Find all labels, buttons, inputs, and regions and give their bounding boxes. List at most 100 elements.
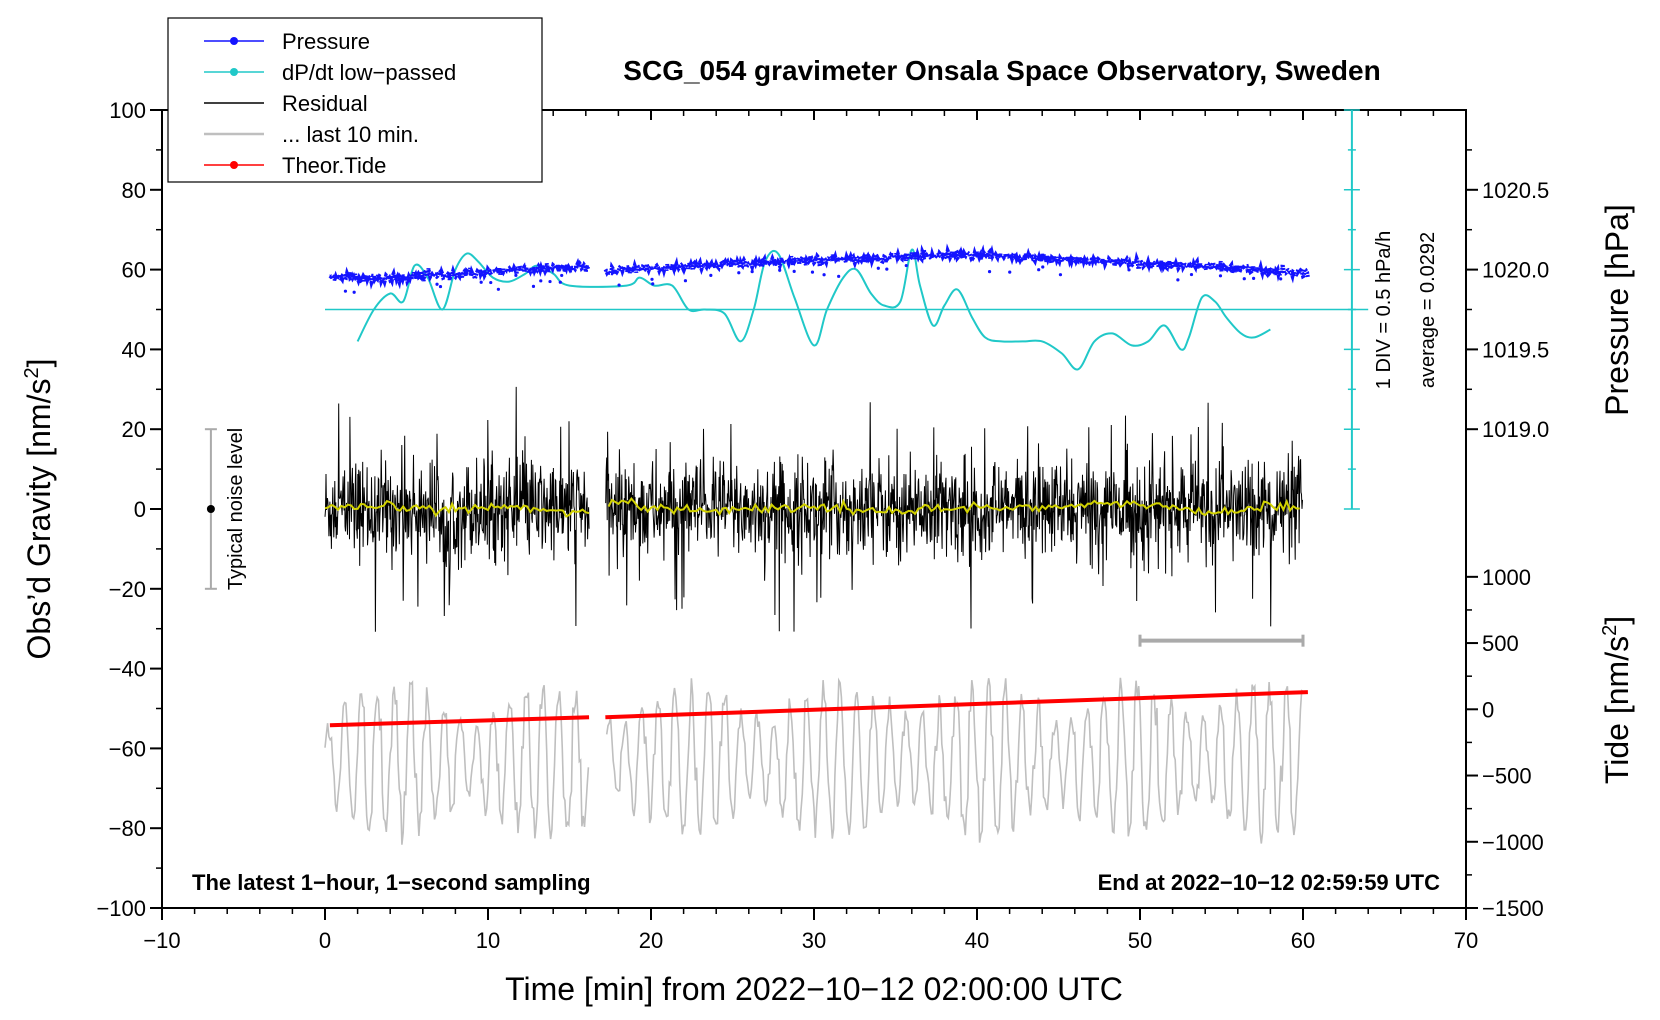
pressure-point bbox=[904, 263, 908, 268]
tide-tick-label: 1000 bbox=[1482, 565, 1531, 590]
pressure-point bbox=[683, 279, 688, 283]
pressure-point bbox=[496, 287, 500, 291]
pressure-point bbox=[987, 270, 992, 274]
pressure-point bbox=[709, 273, 713, 277]
pressure-point bbox=[617, 283, 621, 287]
pressure-tick-label: 1020.0 bbox=[1482, 258, 1549, 283]
tide-tick-label: −1500 bbox=[1482, 896, 1544, 921]
pressure-point bbox=[489, 280, 493, 285]
pressure-point bbox=[650, 277, 654, 281]
noise-level-label: Typical noise level bbox=[225, 428, 247, 590]
pressure-point bbox=[558, 280, 562, 284]
pressure-point bbox=[1008, 270, 1012, 274]
pressure-point bbox=[885, 267, 889, 271]
dpdt-series bbox=[325, 248, 1369, 371]
last-10-min-series bbox=[324, 677, 1304, 845]
tide-axis-title-main: Tide [nm/s bbox=[1599, 636, 1635, 784]
y-tick-label: 100 bbox=[109, 98, 146, 123]
x-tick-label: 40 bbox=[965, 928, 989, 953]
chart-title: SCG_054 gravimeter Onsala Space Observat… bbox=[623, 55, 1380, 86]
pressure-point bbox=[1252, 276, 1256, 280]
pressure-point bbox=[822, 273, 826, 277]
pressure-point bbox=[531, 284, 536, 288]
y-tick-label: 0 bbox=[134, 497, 146, 522]
x-tick-label: 0 bbox=[319, 928, 331, 953]
pressure-point bbox=[560, 273, 564, 278]
pressure-point bbox=[352, 290, 356, 294]
tide-segment-2 bbox=[605, 690, 1308, 720]
pressure-axis-title: Pressure [hPa] bbox=[1599, 204, 1635, 416]
pressure-point bbox=[1041, 265, 1045, 269]
pressure-point bbox=[1176, 278, 1180, 282]
pressure-point bbox=[1037, 268, 1041, 272]
pressure-point bbox=[539, 279, 543, 283]
pressure-point bbox=[810, 270, 815, 274]
legend-label-residual: Residual bbox=[282, 91, 368, 116]
y-tick-label: 40 bbox=[122, 337, 146, 362]
pressure-point bbox=[438, 284, 443, 289]
pressure-point bbox=[435, 282, 439, 286]
running-mean-trace bbox=[324, 496, 1300, 518]
pressure-point bbox=[514, 273, 518, 277]
pressure-point bbox=[737, 271, 741, 275]
tide-tick-label: 500 bbox=[1482, 631, 1519, 656]
y-tick-label: −80 bbox=[109, 816, 146, 841]
legend-box bbox=[167, 17, 543, 183]
annotations bbox=[204, 109, 1360, 647]
tide-segment-1 bbox=[329, 715, 590, 728]
legend-label-pressure: Pressure bbox=[282, 29, 370, 54]
y-axis-title: Obs’d Gravity [nm/s2] bbox=[21, 359, 57, 660]
running-mean-series bbox=[324, 496, 1300, 518]
pressure-tick-label: 1019.0 bbox=[1482, 417, 1549, 442]
theoretical-tide-series bbox=[329, 690, 1308, 728]
pressure-point bbox=[837, 274, 841, 278]
y-tick-label: 20 bbox=[122, 417, 146, 442]
legend-marker-pressure bbox=[230, 37, 238, 45]
x-tick-label: 30 bbox=[802, 928, 826, 953]
pressure-point bbox=[1242, 277, 1246, 281]
y-axis-title-sup: 2 bbox=[21, 367, 43, 378]
pressure-point bbox=[792, 269, 796, 273]
tide-tick-label: −1000 bbox=[1482, 830, 1544, 855]
pressure-tick-label: 1020.5 bbox=[1482, 178, 1549, 203]
x-tick-label: 20 bbox=[639, 928, 663, 953]
tide-tick-label: −500 bbox=[1482, 764, 1532, 789]
div-label: 1 DIV = 0.5 hPa/h bbox=[1373, 231, 1395, 389]
tide-axis-title-end: ] bbox=[1599, 616, 1635, 625]
x-tick-label: 50 bbox=[1128, 928, 1152, 953]
pressure-point bbox=[1279, 277, 1283, 281]
legend-label-dpdt: dP/dt low−passed bbox=[282, 60, 456, 85]
residual-series bbox=[324, 386, 1303, 632]
pressure-point bbox=[548, 279, 552, 284]
pressure-series bbox=[328, 243, 1310, 294]
pressure-trace bbox=[328, 243, 1310, 290]
pressure-tick-label: 1019.5 bbox=[1482, 337, 1549, 362]
y-tick-label: −60 bbox=[109, 736, 146, 761]
y-tick-label: 80 bbox=[122, 178, 146, 203]
pressure-point bbox=[1127, 268, 1131, 272]
noise-level-center bbox=[206, 505, 215, 513]
legend-marker-tide bbox=[230, 161, 238, 169]
residual-trace bbox=[324, 386, 1303, 632]
pressure-point bbox=[1218, 274, 1223, 278]
legend-label-tide: Theor.Tide bbox=[282, 153, 386, 178]
x-tick-label: −10 bbox=[143, 928, 180, 953]
y-axis-title-main: Obs’d Gravity [nm/s bbox=[21, 379, 57, 660]
pressure-point bbox=[876, 266, 880, 270]
pressure-point bbox=[479, 280, 483, 284]
dpdt-trace bbox=[356, 248, 1271, 371]
y-tick-label: 60 bbox=[122, 258, 146, 283]
x-tick-label: 10 bbox=[476, 928, 500, 953]
legend-marker-dpdt bbox=[230, 68, 238, 76]
bottom-right-note: End at 2022−10−12 02:59:59 UTC bbox=[1098, 870, 1441, 895]
pressure-point bbox=[343, 289, 348, 293]
average-label: average = 0.0292 bbox=[1417, 232, 1439, 388]
tide-tick-label: 0 bbox=[1482, 697, 1494, 722]
y-axis-title-end: ] bbox=[21, 359, 57, 368]
y-tick-label: −100 bbox=[96, 896, 146, 921]
y-tick-label: −40 bbox=[109, 657, 146, 682]
legend: Pressure dP/dt low−passed Residual ... last… bbox=[167, 17, 543, 183]
y-tick-label: −20 bbox=[109, 577, 146, 602]
x-tick-label: 60 bbox=[1291, 928, 1315, 953]
